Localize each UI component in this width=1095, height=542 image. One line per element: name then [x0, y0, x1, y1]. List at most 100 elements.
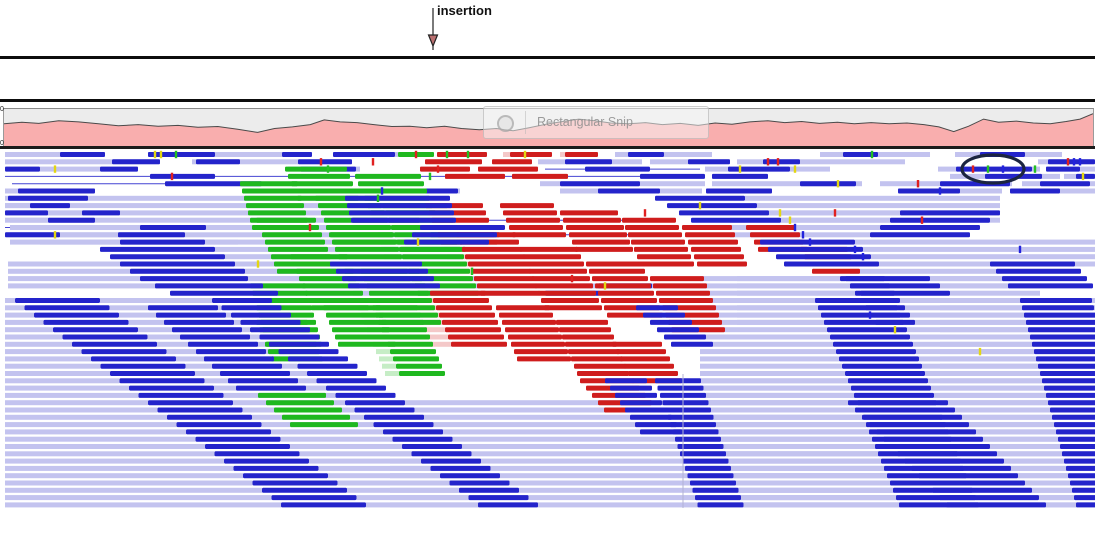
read-connector[interactable] [382, 363, 396, 369]
read-connector[interactable] [5, 422, 177, 428]
read-segment[interactable] [372, 305, 418, 311]
read-segment[interactable] [625, 225, 679, 230]
read-segment[interactable] [512, 232, 566, 238]
read-connector[interactable] [700, 458, 881, 464]
read-segment[interactable] [110, 371, 195, 376]
read-connector[interactable] [390, 502, 946, 508]
read-segment[interactable] [656, 290, 710, 296]
read-connector[interactable] [5, 495, 272, 501]
read-segment[interactable] [520, 246, 578, 252]
read-connector[interactable] [700, 444, 875, 449]
read-segment[interactable] [18, 188, 95, 194]
read-connector[interactable] [700, 429, 869, 435]
read-segment[interactable] [402, 254, 464, 260]
read-segment[interactable] [335, 392, 396, 398]
read-segment[interactable] [30, 203, 70, 209]
read-segment[interactable] [372, 298, 432, 303]
read-segment[interactable] [881, 458, 961, 464]
read-connector[interactable] [385, 371, 399, 376]
read-segment[interactable] [188, 341, 258, 347]
read-connector[interactable] [737, 319, 875, 325]
read-segment[interactable] [556, 319, 608, 325]
read-segment[interactable] [34, 312, 119, 318]
read-segment[interactable] [812, 268, 860, 274]
read-segment[interactable] [687, 473, 734, 479]
read-connector[interactable] [940, 312, 1024, 318]
read-segment[interactable] [845, 371, 925, 376]
read-segment[interactable] [307, 371, 367, 376]
read-connector[interactable] [950, 290, 1040, 296]
read-segment[interactable] [872, 436, 952, 442]
read-segment[interactable] [155, 283, 263, 289]
read-segment[interactable] [180, 334, 250, 340]
read-segment[interactable] [425, 159, 482, 165]
read-segment[interactable] [332, 239, 396, 245]
read-segment[interactable] [361, 188, 427, 194]
read-segment[interactable] [302, 283, 360, 289]
read-segment[interactable] [499, 312, 553, 318]
read-segment[interactable] [586, 261, 642, 267]
read-segment[interactable] [242, 188, 300, 194]
read-connector[interactable] [318, 465, 431, 471]
read-connector[interactable] [5, 203, 347, 209]
read-segment[interactable] [281, 502, 366, 508]
read-connector[interactable] [431, 341, 451, 347]
read-segment[interactable] [620, 400, 662, 406]
read-segment[interactable] [312, 188, 376, 194]
read-segment[interactable] [373, 422, 434, 428]
read-connector[interactable] [855, 239, 1095, 245]
read-connector[interactable] [5, 166, 138, 172]
read-segment[interactable] [620, 356, 670, 362]
read-connector[interactable] [700, 392, 854, 398]
read-segment[interactable] [433, 298, 489, 303]
read-segment[interactable] [657, 327, 699, 333]
read-segment[interactable] [875, 319, 915, 325]
read-segment[interactable] [250, 327, 310, 333]
read-segment[interactable] [148, 305, 218, 311]
read-segment[interactable] [399, 371, 445, 376]
read-segment[interactable] [685, 232, 735, 238]
read-segment[interactable] [148, 400, 233, 406]
read-segment[interactable] [863, 414, 943, 420]
read-segment[interactable] [514, 349, 568, 355]
read-segment[interactable] [477, 283, 537, 289]
read-segment[interactable] [598, 290, 654, 296]
read-segment[interactable] [72, 341, 157, 347]
read-segment[interactable] [667, 203, 757, 209]
read-segment[interactable] [505, 327, 559, 333]
read-segment[interactable] [421, 458, 481, 464]
read-segment[interactable] [692, 487, 739, 493]
read-segment[interactable] [1070, 480, 1095, 486]
read-segment[interactable] [857, 400, 937, 406]
read-segment[interactable] [268, 246, 328, 252]
read-segment[interactable] [1064, 458, 1095, 464]
read-segment[interactable] [150, 173, 215, 179]
read-segment[interactable] [560, 181, 640, 187]
read-segment[interactable] [900, 210, 1000, 216]
read-connector[interactable] [379, 356, 393, 362]
read-segment[interactable] [839, 356, 919, 362]
read-segment[interactable] [827, 327, 907, 333]
read-connector[interactable] [5, 305, 25, 311]
read-connector[interactable] [428, 334, 448, 340]
read-segment[interactable] [402, 444, 462, 449]
read-segment[interactable] [271, 495, 357, 501]
read-segment[interactable] [305, 290, 363, 296]
read-segment[interactable] [5, 210, 48, 216]
read-segment[interactable] [866, 422, 946, 428]
read-segment[interactable] [148, 152, 215, 157]
read-segment[interactable] [1024, 312, 1095, 318]
read-connector[interactable] [700, 327, 827, 333]
read-connector[interactable] [148, 152, 312, 157]
read-segment[interactable] [186, 429, 271, 435]
read-segment[interactable] [392, 436, 453, 442]
read-segment[interactable] [110, 254, 225, 260]
read-connector[interactable] [390, 458, 904, 464]
read-segment[interactable] [5, 232, 60, 238]
read-segment[interactable] [675, 436, 721, 442]
read-segment[interactable] [890, 480, 970, 486]
read-segment[interactable] [244, 195, 302, 201]
read-connector[interactable] [940, 334, 1030, 340]
read-segment[interactable] [351, 217, 456, 223]
read-connector[interactable] [5, 444, 205, 449]
